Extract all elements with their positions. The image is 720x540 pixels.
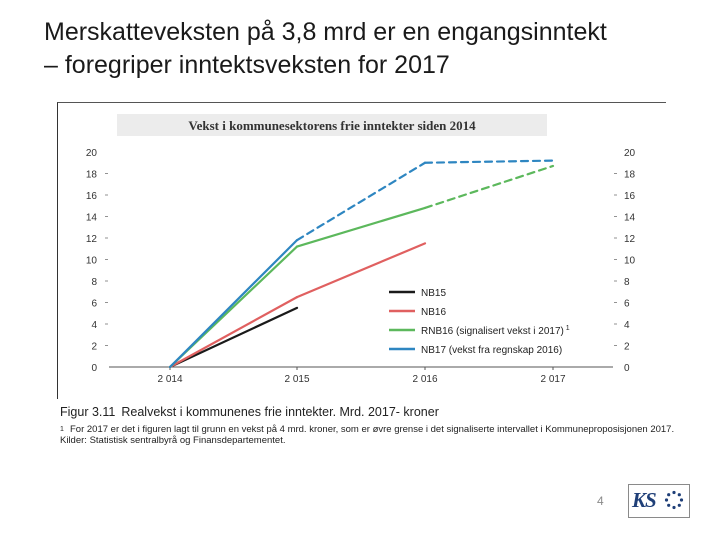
- y-tick-label-right: 10: [624, 256, 636, 267]
- series-line-nb16: [168, 296, 299, 369]
- slide-title-line-1: Merskatteveksten på 3,8 mrd er en engang…: [44, 18, 607, 46]
- y-tick-label-left: 16: [86, 191, 98, 202]
- y-tick-label-right: 2: [624, 342, 630, 353]
- y-tick-label-right: 0: [624, 363, 630, 374]
- x-tick-label: 2 014: [157, 374, 182, 385]
- y-tick-label-left: 4: [91, 320, 97, 331]
- y-tick-label-right: 8: [624, 277, 630, 288]
- y-tick-label-right: 20: [624, 148, 636, 159]
- slide-title: Merskatteveksten på 3,8 mrd er en engang…: [44, 16, 704, 82]
- y-tick-label-right: 12: [624, 234, 636, 245]
- y-tick-label-right: 16: [624, 191, 636, 202]
- series-line-nb16: [295, 242, 427, 299]
- line-chart: Vekst i kommunesektorens frie inntekter …: [86, 114, 636, 385]
- logo-emblem-icon: [664, 490, 684, 510]
- series-line-nb17-dashed: [423, 159, 555, 164]
- logo-text: KS: [632, 488, 657, 512]
- y-tick-label-left: 0: [91, 363, 97, 374]
- y-tick-label-left: 8: [91, 277, 97, 288]
- chart-title: Vekst i kommunesektorens frie inntekter …: [188, 118, 476, 133]
- y-tick-label-left: 2: [91, 342, 97, 353]
- footnote-marker: 1: [60, 426, 64, 433]
- figure-caption: Figur 3.11 Realvekst i kommunenes frie in…: [60, 405, 680, 446]
- y-tick-label-left: 14: [86, 213, 98, 224]
- y-tick-label-left: 6: [91, 299, 97, 310]
- chart-title-band: [117, 114, 547, 136]
- y-tick-label-right: 18: [624, 170, 636, 181]
- y-tick-label-right: 6: [624, 299, 630, 310]
- series-line-rnb16: [295, 206, 427, 248]
- slide-title-line-2: – foregriper inntektsveksten for 2017: [44, 51, 450, 79]
- legend-label-nb15: NB15: [421, 288, 446, 299]
- series-line-nb17: [168, 239, 299, 369]
- y-tick-label-right: 14: [624, 213, 636, 224]
- x-tick-label: 2 015: [284, 374, 309, 385]
- figure-title: Realvekst i kommunenes frie inntekter. M…: [121, 405, 439, 419]
- page-number: 4: [597, 494, 604, 508]
- source-note: Kilder: Statistisk sentralbyrå og Finans…: [60, 435, 286, 446]
- y-tick-label-right: 4: [624, 320, 630, 331]
- legend-footnote-marker: 1: [564, 325, 570, 332]
- legend-label-nb17: NB17 (vekst fra regnskap 2016): [421, 345, 562, 356]
- series-line-nb17-dashed: [295, 161, 427, 242]
- footnote-text: For 2017 er det i figuren lagt til grunn…: [70, 424, 675, 435]
- x-tick-label: 2 017: [540, 374, 565, 385]
- legend-label-rnb16: RNB16 (signalisert vekst i 2017) 1: [421, 325, 570, 337]
- footnote: 1 For 2017 er det i figuren lagt til gru…: [60, 424, 680, 435]
- ks-logo: KS: [628, 484, 690, 518]
- y-tick-label-left: 18: [86, 170, 98, 181]
- caption-title-row: Figur 3.11 Realvekst i kommunenes frie in…: [60, 405, 680, 420]
- y-tick-label-left: 10: [86, 256, 98, 267]
- series-line-nb15: [168, 306, 299, 369]
- figure-frame: [57, 102, 666, 399]
- y-tick-label-left: 20: [86, 148, 98, 159]
- legend-label-nb16: NB16: [421, 307, 446, 318]
- figure-number: Figur 3.11: [60, 405, 116, 419]
- series-line-rnb16-dashed: [423, 164, 555, 210]
- y-tick-label-left: 12: [86, 234, 98, 245]
- x-tick-label: 2 016: [412, 374, 437, 385]
